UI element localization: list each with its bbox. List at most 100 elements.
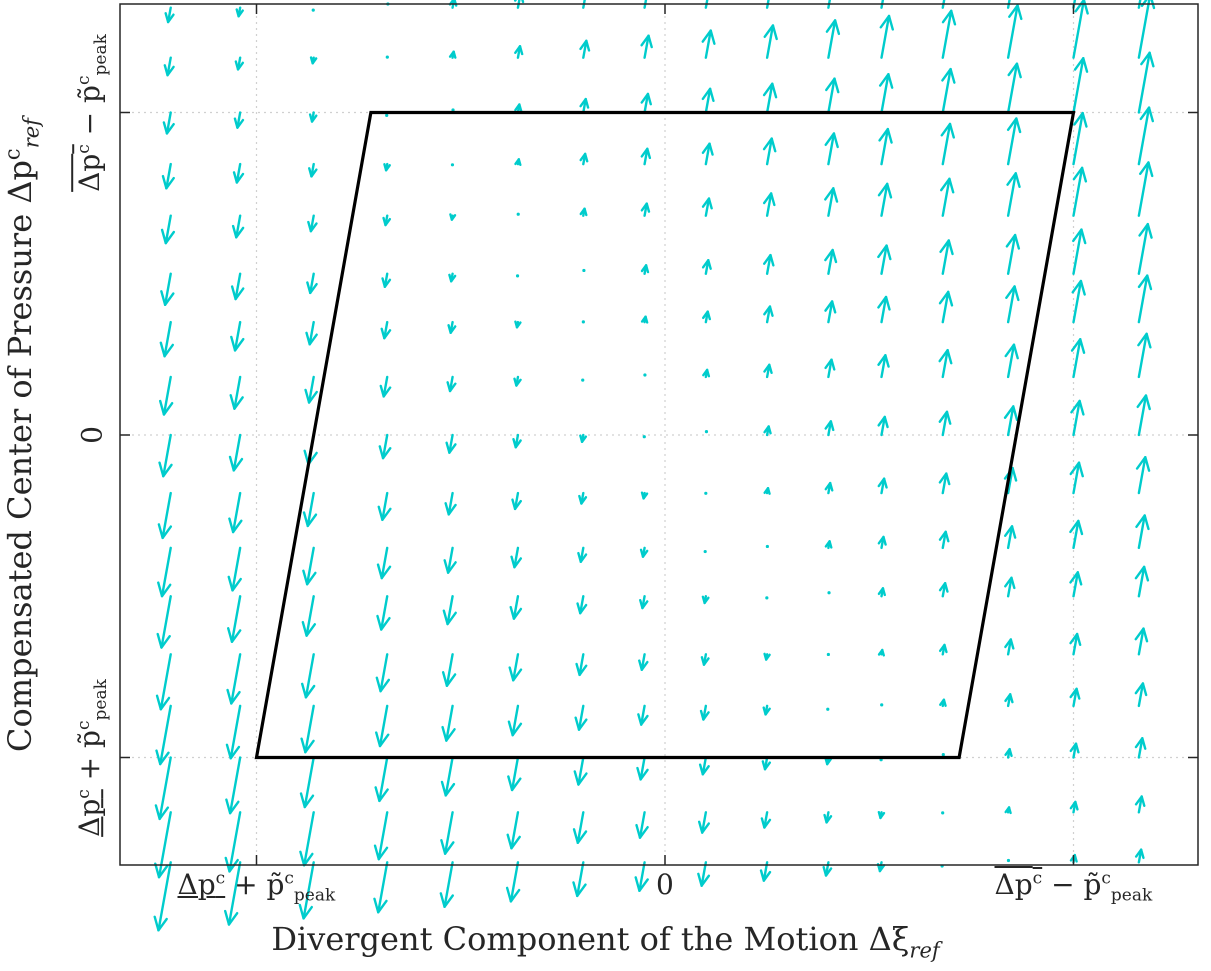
quiver-arrow: [1135, 456, 1151, 495]
quiver-arrow: [876, 861, 886, 873]
quiver-arrow: [763, 652, 771, 661]
quiver-arrow: [232, 162, 245, 184]
quiver-arrow: [228, 491, 243, 534]
quiver-arrow: [639, 546, 649, 558]
quiver-arrow: [761, 756, 772, 771]
quiver-arrow: [938, 472, 951, 495]
quiver-arrow: [941, 752, 945, 757]
quiver-arrow: [376, 546, 392, 580]
quiver-arrow: [1137, 106, 1154, 166]
quiver-arrow: [642, 435, 646, 439]
quiver-arrow: [1134, 682, 1148, 708]
quiver-arrow: [879, 14, 894, 59]
quiver-arrow: [826, 707, 830, 711]
quiver-arrow: [441, 704, 456, 742]
quiver-arrow: [638, 653, 649, 671]
quiver-arrow: [574, 704, 588, 731]
quiver-arrow: [1134, 737, 1147, 759]
quiver-arrow: [765, 596, 769, 600]
quiver-arrow: [941, 811, 945, 815]
quiver-arrow: [1134, 627, 1149, 656]
quiver-arrow: [579, 433, 588, 444]
quiver-arrow: [156, 595, 172, 649]
quiver-arrow: [701, 197, 713, 217]
quiver-arrow: [306, 272, 318, 295]
quiver-arrow: [304, 375, 318, 404]
quiver-arrow: [516, 212, 520, 216]
quiver-arrow: [442, 595, 457, 626]
quiver-arrow: [378, 433, 392, 460]
quiver-arrow: [576, 595, 588, 615]
y-tick-label-zero: 0: [75, 426, 109, 444]
quiver-arrow: [824, 300, 837, 324]
quiver-arrow: [1069, 571, 1083, 598]
quiver-arrow: [765, 544, 769, 549]
quiver-arrow: [1069, 687, 1081, 708]
quiver-arrow: [640, 491, 649, 500]
quiver-arrow: [575, 653, 588, 677]
quiver-arrow: [451, 108, 455, 112]
quiver-arrow: [578, 491, 588, 505]
quiver-arrow: [1071, 279, 1086, 324]
quiver-arrow: [700, 653, 710, 666]
quiver-arrow: [940, 122, 955, 166]
quiver-arrow: [1072, 166, 1088, 217]
quiver-arrow: [640, 92, 652, 114]
quiver-arrow: [1004, 806, 1012, 815]
quiver-arrow: [379, 375, 392, 398]
quiver-arrow: [1137, 222, 1153, 275]
quiver-arrow: [231, 214, 245, 239]
quiver-arrow: [299, 811, 315, 867]
quiver-arrow: [158, 375, 174, 416]
quiver-arrow: [508, 653, 523, 682]
quiver-arrow: [581, 320, 585, 324]
quiver-arrow: [762, 137, 777, 166]
quiver-arrow: [640, 202, 651, 217]
quiver-arrow: [639, 595, 649, 610]
quiver-arrow: [878, 73, 894, 114]
quiver-arrow: [877, 477, 888, 495]
quiver-arrow: [227, 595, 242, 643]
quiver-arrow: [1135, 514, 1150, 550]
quiver-arrow: [443, 546, 457, 574]
quiver-arrow: [1134, 795, 1146, 814]
quiver-arrow: [636, 756, 649, 781]
quiver-arrow: [157, 491, 173, 540]
quiver-arrow: [824, 132, 839, 166]
x-tick-label-lower: Δpc + p̃cpeak: [177, 868, 336, 906]
quiver-arrow: [824, 420, 835, 437]
quiver-arrow: [827, 0, 832, 9]
quiver-arrow: [1072, 228, 1087, 275]
quiver-arrow: [153, 861, 172, 932]
quiver-arrow: [763, 253, 775, 275]
quiver-arrow: [385, 55, 389, 59]
quiver-arrow: [640, 315, 649, 324]
quiver-arrow: [634, 861, 649, 893]
quiver-arrow: [1069, 800, 1079, 814]
quiver-arrow: [877, 415, 889, 437]
quiver-arrow: [823, 811, 833, 824]
quiver-arrow: [577, 546, 588, 563]
quiver-arrow: [507, 704, 523, 737]
quiver-arrow: [448, 0, 458, 9]
quiver-arrow: [701, 259, 712, 275]
quiver-arrow: [939, 177, 955, 217]
quiver-arrow: [1006, 62, 1022, 114]
quiver-arrow: [1003, 405, 1019, 437]
quiver-arrow: [373, 811, 389, 861]
quiver-arrow: [440, 811, 455, 855]
quiver-arrow: [938, 530, 950, 550]
quiver-arrow: [163, 56, 175, 77]
y-tick-label-upper: Δpc − p̃cpeak: [73, 33, 111, 192]
x-tick-label-upper: Δpc − p̃cpeak: [994, 868, 1153, 906]
axes-box: [119, 3, 1199, 866]
quiver-arrow: [637, 704, 649, 726]
quiver-arrow: [699, 704, 710, 721]
quiver-arrow: [448, 50, 457, 59]
quiver-arrow: [448, 272, 457, 283]
quiver-arrow: [824, 481, 834, 495]
quiver-arrow: [155, 704, 172, 766]
quiver-arrow: [572, 861, 587, 898]
quiver-arrow: [877, 354, 890, 379]
quiver-arrow: [164, 6, 175, 24]
